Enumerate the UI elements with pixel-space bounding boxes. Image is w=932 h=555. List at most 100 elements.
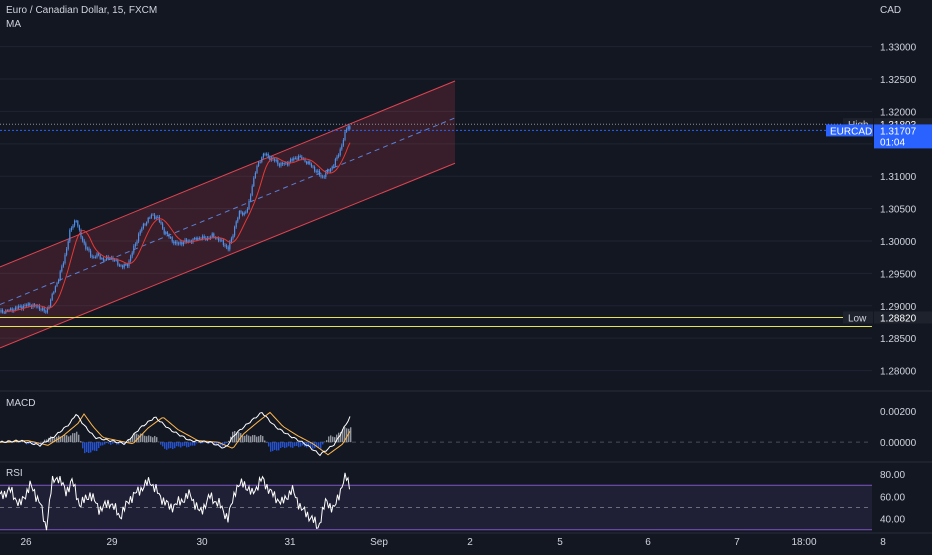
- macd-histogram-bar: [276, 442, 278, 451]
- macd-histogram-bar: [294, 442, 296, 447]
- macd-histogram-bar: [78, 434, 80, 443]
- candle-body: [246, 208, 248, 213]
- macd-histogram-bar: [94, 442, 96, 451]
- candle-body: [280, 162, 282, 166]
- candle-body: [134, 244, 136, 247]
- macd-histogram-bar: [258, 436, 260, 443]
- rsi-line: [0, 472, 350, 531]
- candle-body: [168, 234, 170, 238]
- candle-body: [184, 239, 186, 243]
- candle-body: [219, 239, 221, 241]
- time-axis-label: 8: [880, 537, 886, 548]
- candle-body: [242, 212, 244, 215]
- candle-body: [152, 214, 154, 216]
- candle-body: [342, 139, 344, 146]
- candle-body: [106, 256, 108, 261]
- rsi-pane-title[interactable]: RSI: [6, 468, 23, 479]
- macd-histogram-bar: [164, 442, 166, 449]
- candle-body: [170, 237, 172, 238]
- candle-body: [274, 159, 276, 161]
- macd-pane-title[interactable]: MACD: [6, 398, 36, 409]
- candle-body: [125, 264, 127, 265]
- candle-body: [61, 266, 63, 272]
- candle-body: [307, 161, 309, 164]
- macd-histogram-bar: [112, 442, 114, 444]
- price-tick-label: 1.28500: [880, 334, 917, 345]
- macd-histogram-bar: [176, 442, 178, 447]
- time-axis-label: 7: [734, 537, 740, 548]
- candle-body: [102, 258, 104, 261]
- price-tick-label: 1.31000: [880, 172, 917, 183]
- candle-body: [309, 161, 311, 164]
- candle-body: [138, 234, 140, 242]
- macd-histogram-bar: [268, 442, 270, 447]
- candle-body: [21, 306, 23, 309]
- candle-body: [38, 305, 40, 310]
- candle-body: [283, 163, 285, 165]
- candle-body: [298, 156, 300, 160]
- candle-body: [82, 237, 84, 241]
- candle-body: [176, 241, 178, 244]
- candle-body: [104, 260, 106, 261]
- candle-body: [261, 157, 263, 162]
- candle-body: [80, 229, 82, 238]
- candle-body: [269, 157, 271, 160]
- candle-body: [179, 242, 181, 244]
- macd-histogram-bar: [254, 435, 256, 443]
- candle-body: [154, 214, 156, 219]
- macd-histogram-bar: [12, 442, 14, 443]
- time-axis-label: Sep: [370, 537, 388, 548]
- macd-histogram-bar: [236, 432, 238, 443]
- candle-body: [142, 224, 144, 229]
- candle-body: [77, 220, 79, 226]
- candle-body: [213, 233, 215, 238]
- candle-body: [85, 243, 87, 249]
- macd-histogram-bar: [298, 442, 300, 448]
- candle-body: [254, 172, 256, 178]
- candle-body: [317, 170, 319, 172]
- moving-average-line: [3, 142, 351, 313]
- macd-histogram-bar: [226, 442, 228, 444]
- time-axis-label: 5: [557, 537, 563, 548]
- macd-histogram-bar: [194, 442, 196, 446]
- macd-histogram-bar: [84, 442, 86, 454]
- candle-body: [83, 240, 85, 244]
- candle-body: [48, 306, 50, 309]
- candle-body: [198, 238, 200, 239]
- candle-body: [109, 258, 111, 260]
- macd-histogram-bar: [334, 437, 336, 443]
- candle-body: [238, 211, 240, 218]
- candle-body: [322, 176, 324, 178]
- macd-histogram-bar: [80, 441, 82, 443]
- candle-body: [26, 304, 28, 306]
- low-label-bg: [843, 311, 873, 324]
- macd-histogram-bar: [148, 435, 150, 443]
- candle-body: [155, 217, 157, 219]
- candle-body: [330, 168, 332, 172]
- macd-histogram-bar: [316, 442, 318, 448]
- candle-body: [22, 305, 24, 309]
- time-axis-label: 26: [20, 537, 32, 548]
- candle-body: [227, 247, 229, 250]
- candle-body: [200, 238, 202, 240]
- candle-body: [338, 155, 340, 157]
- candle-body: [29, 303, 31, 306]
- ma-indicator-label[interactable]: MA: [6, 19, 21, 30]
- candle-body: [10, 308, 12, 310]
- candle-body: [344, 131, 346, 140]
- macd-histogram-bar: [248, 435, 250, 443]
- macd-histogram-bar: [218, 442, 220, 445]
- rsi-tick-label: 80.00: [880, 470, 905, 481]
- macd-histogram-bar: [28, 442, 30, 445]
- macd-histogram-bar: [108, 442, 110, 444]
- macd-histogram-bar: [134, 432, 136, 443]
- macd-histogram-bar: [310, 442, 312, 447]
- candle-body: [50, 299, 52, 307]
- candle-body: [190, 240, 192, 243]
- macd-histogram-bar: [18, 441, 20, 443]
- candle-body: [301, 156, 303, 160]
- macd-histogram-bar: [332, 436, 334, 443]
- candle-body: [211, 233, 213, 237]
